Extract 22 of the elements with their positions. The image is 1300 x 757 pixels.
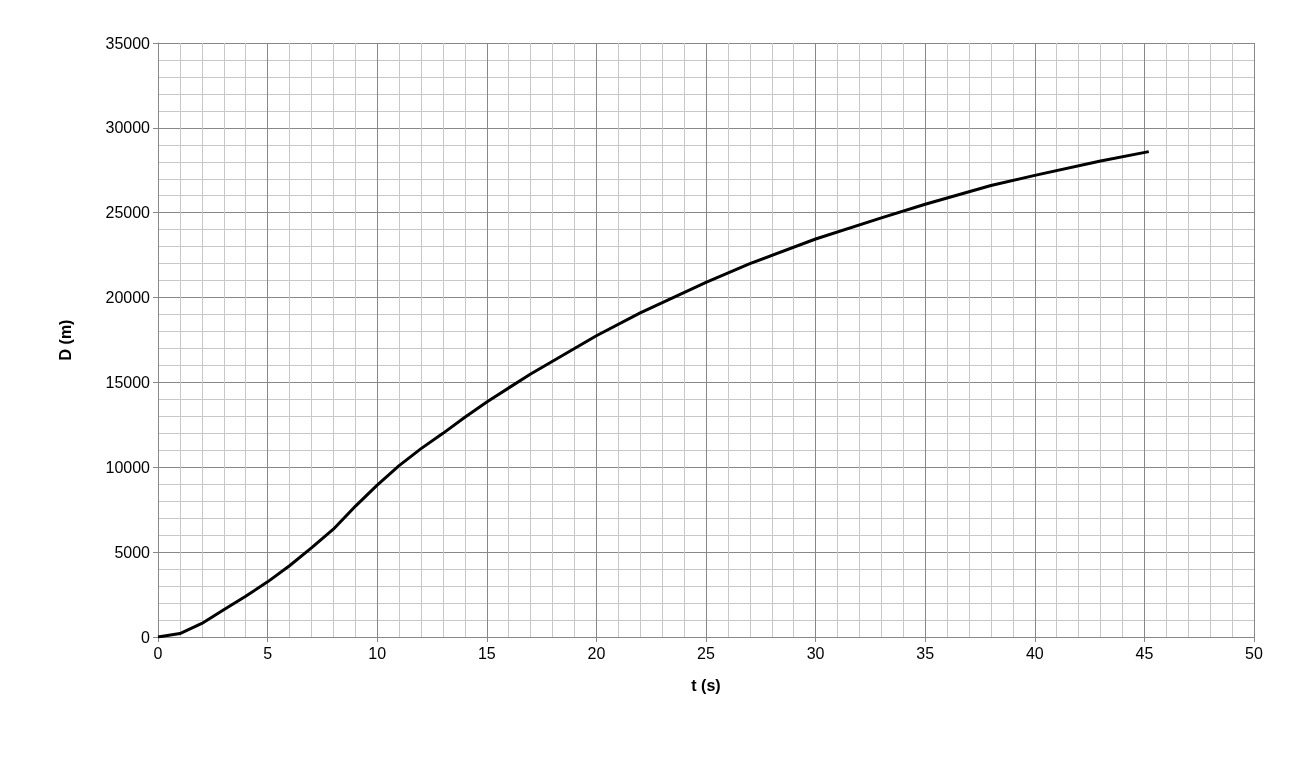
x-tick-label: 15	[477, 644, 496, 662]
y-axis-title: D (m)	[56, 319, 74, 361]
x-tick-label: 35	[916, 644, 935, 662]
line-series	[156, 150, 1151, 639]
y-tick-label: 5000	[114, 543, 151, 561]
x-tick-label: 50	[1245, 644, 1263, 662]
y-tick-label: 30000	[105, 119, 151, 137]
y-tick-label: 0	[141, 628, 151, 646]
y-tick-label: 10000	[105, 458, 151, 476]
x-tick-label: 25	[697, 644, 715, 662]
x-tick-label: 30	[806, 644, 825, 662]
y-tick-label: 25000	[105, 204, 151, 222]
x-tick-label: 10	[368, 644, 387, 662]
x-tick-label: 20	[587, 644, 606, 662]
y-tick-label: 15000	[105, 373, 151, 391]
x-tick-label: 5	[263, 644, 273, 662]
y-tick-label: 20000	[105, 289, 151, 307]
y-tick-label: 35000	[105, 34, 151, 52]
x-tick-label: 40	[1025, 644, 1044, 662]
x-axis-title: t (s)	[691, 676, 721, 694]
x-tick-label: 45	[1135, 644, 1154, 662]
x-tick-label: 0	[153, 644, 163, 662]
